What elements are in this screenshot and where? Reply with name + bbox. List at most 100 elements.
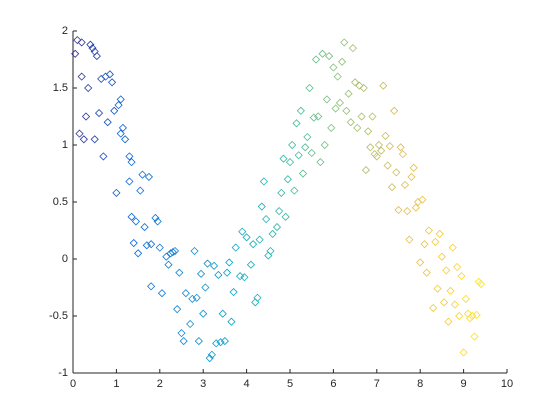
- point: [468, 311, 477, 321]
- y-tick-label: 0: [62, 253, 68, 265]
- point: [212, 339, 221, 348]
- x-tick-label: 1: [113, 378, 119, 390]
- point: [455, 311, 464, 321]
- x-tick-label: 4: [244, 378, 250, 390]
- point: [259, 177, 269, 186]
- y-tick-label: -1: [58, 367, 68, 379]
- point: [318, 49, 327, 58]
- point: [322, 95, 331, 104]
- point: [199, 309, 208, 318]
- point: [107, 78, 117, 87]
- point: [218, 309, 227, 318]
- point: [400, 180, 410, 189]
- point: [288, 140, 297, 150]
- point: [383, 161, 392, 170]
- point: [327, 123, 336, 132]
- point: [398, 150, 407, 159]
- point: [71, 49, 80, 58]
- point: [168, 248, 177, 257]
- y-tick-label: 1: [62, 139, 68, 151]
- point: [181, 289, 190, 298]
- point: [138, 170, 147, 179]
- point: [105, 70, 114, 79]
- point: [409, 163, 418, 172]
- point: [118, 123, 127, 132]
- point: [275, 207, 284, 216]
- point: [368, 112, 377, 121]
- point: [129, 238, 138, 248]
- point: [461, 294, 470, 303]
- y-tick-label: 2: [62, 25, 68, 37]
- point: [390, 106, 399, 115]
- point: [446, 286, 455, 295]
- point: [285, 158, 295, 167]
- point: [94, 109, 104, 118]
- point: [457, 272, 466, 281]
- point: [429, 303, 438, 313]
- point: [246, 260, 256, 269]
- point: [77, 72, 86, 81]
- point: [407, 172, 416, 181]
- point: [90, 135, 99, 144]
- point: [290, 186, 299, 195]
- point: [377, 146, 386, 155]
- point: [257, 202, 266, 211]
- point: [379, 81, 388, 90]
- point: [387, 183, 397, 192]
- point: [209, 261, 219, 270]
- point: [355, 81, 364, 90]
- point: [296, 106, 305, 115]
- point: [134, 249, 143, 258]
- point: [418, 195, 427, 204]
- point: [194, 337, 203, 346]
- point: [433, 284, 442, 293]
- point: [394, 205, 403, 215]
- point: [272, 223, 282, 232]
- point: [196, 269, 206, 278]
- point: [442, 266, 451, 275]
- point: [86, 40, 95, 49]
- point: [77, 38, 86, 47]
- x-tick-label: 3: [200, 378, 206, 390]
- point: [403, 207, 412, 216]
- x-tick-label: 10: [501, 378, 513, 390]
- point: [162, 252, 171, 261]
- point: [277, 188, 286, 197]
- point: [121, 135, 130, 144]
- point: [381, 131, 390, 140]
- point: [320, 140, 329, 150]
- point: [101, 72, 110, 81]
- point: [357, 112, 366, 121]
- point: [324, 52, 334, 61]
- point: [155, 243, 164, 252]
- point: [84, 83, 93, 93]
- point: [303, 132, 312, 142]
- point: [116, 129, 125, 138]
- point: [309, 113, 318, 122]
- point: [405, 235, 414, 244]
- point: [192, 293, 201, 302]
- point: [264, 251, 273, 260]
- point: [116, 95, 125, 104]
- point: [459, 348, 468, 357]
- point: [470, 332, 479, 341]
- point: [314, 112, 323, 121]
- point: [392, 168, 401, 177]
- point: [79, 135, 88, 144]
- point: [153, 217, 162, 226]
- point: [311, 55, 321, 64]
- point: [147, 282, 156, 291]
- point: [227, 317, 236, 326]
- point: [125, 177, 134, 186]
- x-tick-label: 2: [157, 378, 163, 390]
- point: [214, 270, 223, 280]
- point: [236, 272, 245, 281]
- point: [229, 287, 238, 297]
- point: [374, 140, 384, 150]
- point: [364, 127, 373, 136]
- point: [298, 169, 308, 178]
- point: [103, 118, 112, 127]
- point: [268, 229, 277, 238]
- point: [114, 101, 123, 110]
